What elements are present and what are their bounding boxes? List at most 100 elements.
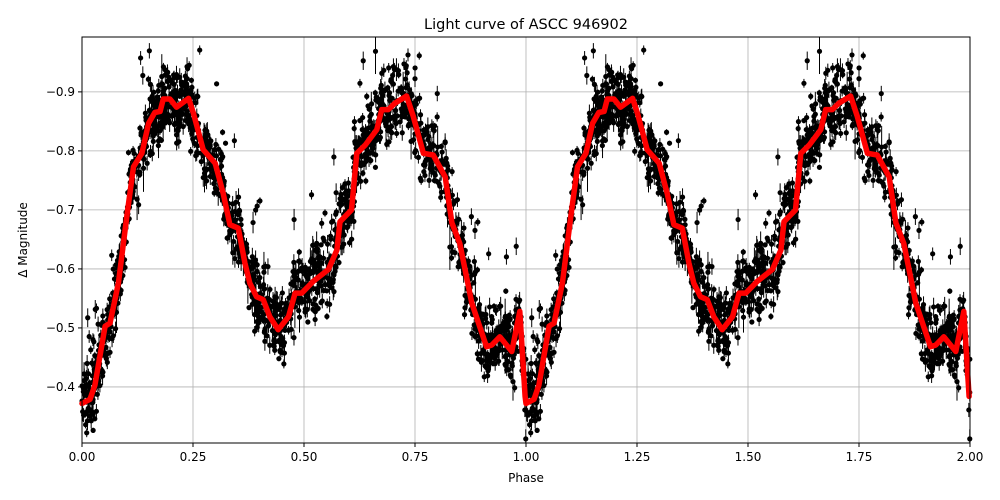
data-point: [469, 272, 475, 278]
data-point: [693, 254, 699, 260]
data-point: [93, 408, 99, 414]
data-point: [486, 251, 492, 257]
data-point: [527, 422, 533, 428]
data-point: [351, 119, 358, 125]
data-point: [830, 90, 837, 96]
data-point: [373, 138, 379, 144]
data-point: [700, 279, 706, 285]
data-point: [645, 170, 652, 176]
data-point: [740, 249, 746, 255]
data-point: [833, 130, 839, 136]
data-point: [109, 336, 115, 342]
data-point: [674, 250, 680, 256]
data-point: [472, 227, 478, 234]
data-point: [816, 90, 822, 96]
data-point: [690, 305, 696, 311]
data-point: [622, 87, 628, 93]
data-point: [775, 289, 781, 295]
data-point: [231, 138, 237, 144]
data-point: [882, 194, 888, 201]
data-point: [657, 141, 663, 148]
data-point: [110, 266, 116, 272]
data-point: [235, 194, 242, 200]
data-point: [291, 335, 297, 341]
data-point: [146, 48, 152, 54]
data-point: [312, 316, 318, 323]
data-point: [930, 251, 936, 257]
data-point: [213, 141, 219, 148]
data-point: [358, 163, 364, 169]
data-point: [706, 338, 712, 344]
data-point: [740, 308, 746, 314]
data-point: [601, 136, 607, 142]
data-point: [883, 149, 889, 155]
data-point: [256, 279, 262, 285]
data-point: [218, 163, 225, 169]
data-point: [753, 260, 760, 266]
data-point: [439, 149, 445, 155]
data-point: [893, 169, 899, 175]
data-point: [617, 132, 624, 138]
data-point: [905, 225, 911, 231]
data-point: [913, 330, 919, 337]
data-point: [809, 149, 815, 155]
data-point: [795, 119, 802, 125]
data-point: [83, 422, 89, 428]
data-point: [228, 227, 234, 233]
data-point: [372, 164, 379, 170]
data-point: [157, 136, 163, 142]
data-point: [954, 378, 960, 385]
data-point: [768, 313, 774, 320]
data-point: [277, 347, 283, 353]
data-point: [869, 137, 875, 143]
data-point: [399, 130, 405, 136]
data-point: [308, 192, 315, 198]
data-point: [216, 146, 222, 152]
data-point: [346, 240, 353, 246]
data-point: [450, 201, 457, 207]
data-point: [856, 76, 862, 82]
data-point: [194, 150, 200, 156]
data-point: [112, 326, 119, 332]
data-point: [530, 333, 536, 340]
data-point: [178, 87, 184, 93]
data-point: [462, 305, 468, 311]
data-point: [418, 178, 424, 184]
data-point: [723, 290, 729, 296]
data-point: [672, 227, 678, 233]
chart-title: Light curve of ASCC 946902: [424, 17, 628, 33]
data-point: [296, 308, 302, 314]
data-point: [751, 271, 757, 277]
data-point: [529, 371, 536, 377]
data-point: [291, 259, 297, 265]
data-point: [706, 286, 712, 292]
data-point: [556, 326, 563, 332]
data-point: [173, 132, 180, 138]
data-point: [740, 314, 747, 320]
data-point: [936, 355, 942, 362]
data-point: [192, 95, 198, 101]
data-point: [324, 313, 330, 320]
data-point: [434, 114, 440, 120]
data-point: [582, 55, 588, 61]
data-point: [804, 114, 810, 121]
data-point: [360, 114, 366, 121]
data-point: [830, 65, 836, 71]
data-point: [735, 259, 741, 265]
data-point: [469, 330, 475, 337]
data-point: [322, 210, 328, 216]
data-point: [107, 296, 113, 302]
data-point: [801, 80, 807, 86]
data-point: [156, 82, 162, 89]
data-point: [203, 178, 210, 184]
data-point: [331, 289, 337, 295]
data-point: [188, 77, 195, 83]
data-point: [261, 269, 267, 275]
data-point: [679, 194, 686, 200]
data-point: [860, 53, 866, 59]
data-point: [461, 225, 467, 231]
data-point: [843, 130, 849, 136]
data-point: [296, 249, 302, 255]
data-point: [198, 158, 204, 165]
data-point: [229, 209, 235, 216]
